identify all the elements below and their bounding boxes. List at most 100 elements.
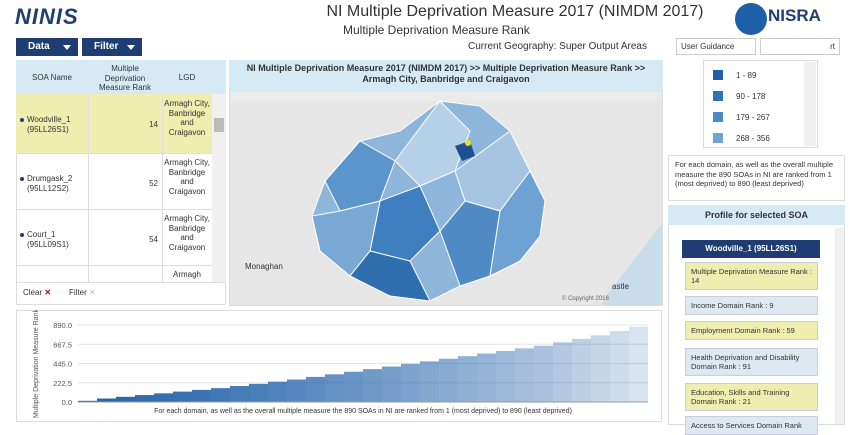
y-tick-label: 890.0 xyxy=(53,321,72,330)
area xyxy=(489,170,546,277)
divider xyxy=(16,209,212,210)
divider xyxy=(162,94,163,282)
data-button[interactable]: Data xyxy=(16,38,78,56)
scrollbar[interactable] xyxy=(212,94,226,282)
divider xyxy=(88,94,89,282)
bar xyxy=(325,374,344,402)
geography: Current Geography: Super Output Areas xyxy=(468,41,647,52)
scroll-thumb[interactable] xyxy=(214,118,224,132)
bar xyxy=(306,376,325,402)
guidance-button[interactable]: User Guidance xyxy=(676,38,756,55)
sea xyxy=(601,223,662,305)
area xyxy=(349,250,431,302)
legend-swatch xyxy=(713,133,723,143)
bar xyxy=(116,396,135,402)
clear-icon: ✕ xyxy=(44,288,52,297)
bar xyxy=(458,356,477,402)
page: {"header":{"logo":"NINIS","title":"NI Mu… xyxy=(15,3,845,435)
filter-button[interactable]: Filter xyxy=(82,38,142,56)
area xyxy=(324,140,396,212)
column-header[interactable]: LGD xyxy=(178,73,196,82)
subtitle: Multiple Deprivation Measure Rank xyxy=(343,23,530,37)
bar xyxy=(496,350,515,402)
profile-item: Multiple Deprivation Measure Rank : 14 xyxy=(685,262,818,290)
bar xyxy=(97,398,116,402)
filter-icon: ✕ xyxy=(89,288,96,297)
bar xyxy=(553,342,572,402)
divider xyxy=(16,153,212,154)
bar xyxy=(572,338,591,402)
chart: 0.0 222.5 445.0 667.5 890.0 Multiple Deprivat… xyxy=(33,310,648,418)
bar xyxy=(610,331,629,402)
selected-row[interactable] xyxy=(16,94,212,153)
chart-panel xyxy=(16,310,662,422)
bar xyxy=(401,363,420,402)
filter-label: Filter xyxy=(69,288,87,297)
bar xyxy=(249,383,268,402)
soa-name: Drumgask_2 (95LL12S2) xyxy=(27,174,73,193)
legend-label: 179 - 267 xyxy=(736,113,770,122)
table-header xyxy=(16,60,226,94)
y-tick-label: 667.5 xyxy=(53,340,72,349)
bar xyxy=(591,335,610,402)
agency: NISRA xyxy=(768,6,821,25)
bar xyxy=(211,388,230,402)
place-label: astle xyxy=(612,282,629,291)
place-label: Monaghan xyxy=(245,262,283,271)
legend-scrollbar[interactable] xyxy=(804,62,816,146)
divider xyxy=(16,282,226,283)
bar xyxy=(477,353,496,402)
legend-swatch xyxy=(713,91,723,101)
chart-caption: For each domain, as well as the overall … xyxy=(154,408,572,415)
bar xyxy=(173,391,192,402)
bar xyxy=(382,366,401,402)
profile-item: Health Deprivation and Disability Domain… xyxy=(685,348,818,376)
clear-button[interactable]: Clear ✕ xyxy=(23,288,51,297)
column-header[interactable]: SOA Name xyxy=(31,73,72,82)
lgd: Armagh City, Banbridge and Craigavon xyxy=(164,158,210,196)
map[interactable] xyxy=(229,60,663,306)
rank: 14 xyxy=(149,120,158,129)
lgd: Armagh City, Banbridge and Craigavon xyxy=(164,99,210,137)
bar xyxy=(629,326,648,402)
soa-name: Woodville_1 (95LL26S1) xyxy=(27,115,71,134)
column-header[interactable]: Multiple Deprivation Measure Rank xyxy=(98,64,152,92)
y-axis-label: Multiple Deprivation Measure Rank xyxy=(33,310,40,418)
bar xyxy=(534,345,553,402)
bar xyxy=(154,393,173,402)
bar xyxy=(420,361,439,402)
y-tick-label: 0.0 xyxy=(62,398,72,407)
note: For each domain, as well as the overall … xyxy=(668,155,845,201)
lgd: Armagh City, Banbridge and Craigavon xyxy=(164,214,210,252)
rank: 52 xyxy=(149,179,158,188)
bar xyxy=(344,371,363,402)
logo: NINIS xyxy=(15,4,79,29)
agency-icon xyxy=(735,3,767,35)
bar xyxy=(192,389,211,402)
row-bullet xyxy=(20,233,24,237)
legend-swatch xyxy=(713,70,723,80)
y-tick-label: 222.5 xyxy=(53,379,72,388)
bar xyxy=(515,348,534,402)
map-title: NI Multiple Deprivation Measure 2017 (NI… xyxy=(229,60,663,92)
marker xyxy=(465,140,471,146)
filter-clear[interactable]: Filter ✕ xyxy=(69,288,96,297)
bar xyxy=(268,381,287,402)
profile-item: Income Domain Rank : 9 xyxy=(685,296,818,315)
bar xyxy=(439,358,458,402)
divider xyxy=(16,265,212,266)
profile-item: Access to Services Domain Rank xyxy=(685,416,818,435)
row-bullet xyxy=(20,177,24,181)
export-button[interactable]: rt xyxy=(760,38,840,55)
bar xyxy=(287,379,306,402)
selected-area[interactable] xyxy=(455,141,475,161)
legend-label: 1 - 89 xyxy=(736,71,757,80)
map-canvas xyxy=(230,100,662,305)
bar xyxy=(78,400,97,402)
profile-item: Employment Domain Rank : 59 xyxy=(685,321,818,340)
bar xyxy=(363,369,382,402)
title: NI Multiple Deprivation Measure 2017 (NI… xyxy=(326,3,704,20)
profile-scrollbar[interactable] xyxy=(835,228,844,424)
soa-name: Court_1 (95LL09S1) xyxy=(27,230,69,249)
profile-title: Profile for selected SOA xyxy=(668,205,845,225)
